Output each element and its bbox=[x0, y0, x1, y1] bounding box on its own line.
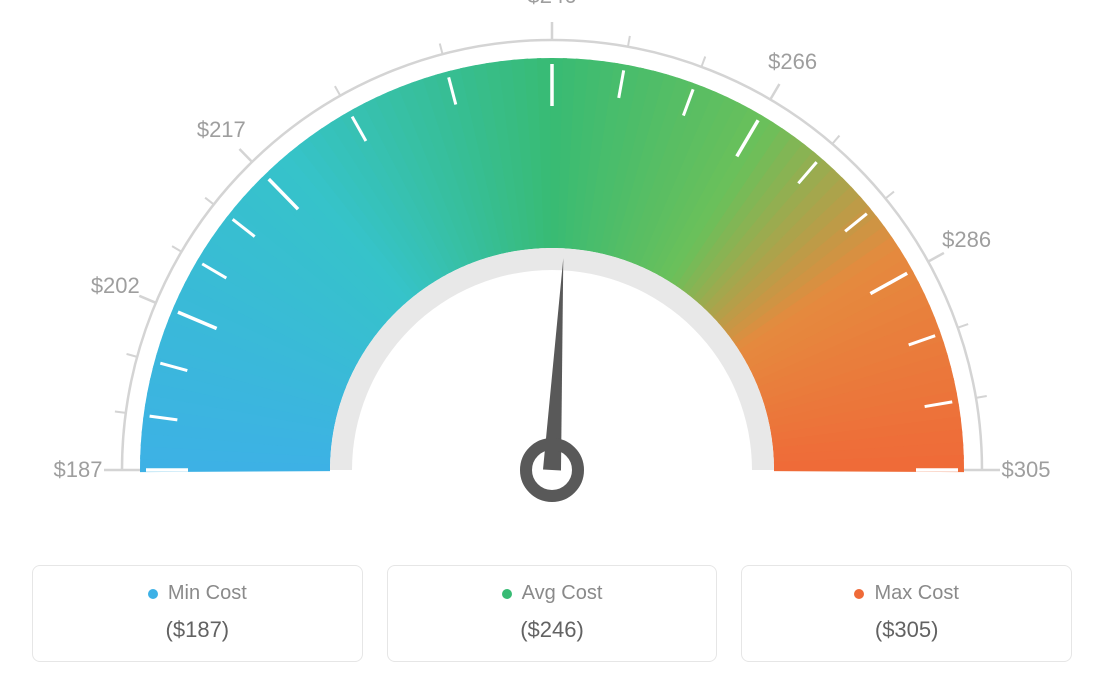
card-title-row: Min Cost bbox=[53, 582, 342, 605]
legend-dot-icon bbox=[502, 589, 512, 599]
max-cost-card: Max Cost ($305) bbox=[741, 565, 1072, 662]
gauge-area: $187 $202 $217 $246 $266 $286 $305 bbox=[0, 0, 1104, 560]
gauge-chart-container: $187 $202 $217 $246 $266 $286 $305 Min Cost ($1… bbox=[0, 0, 1104, 690]
gauge-tick-label: $286 bbox=[942, 227, 991, 253]
card-title: Min Cost bbox=[168, 582, 247, 605]
min-cost-card: Min Cost ($187) bbox=[32, 565, 363, 662]
card-title: Max Cost bbox=[874, 582, 958, 605]
card-value: ($305) bbox=[762, 617, 1051, 643]
gauge-tick-label: $202 bbox=[91, 273, 140, 299]
card-value: ($246) bbox=[408, 617, 697, 643]
card-title-row: Max Cost bbox=[762, 582, 1051, 605]
legend-dot-icon bbox=[854, 589, 864, 599]
legend-dot-icon bbox=[148, 589, 158, 599]
card-value: ($187) bbox=[53, 617, 342, 643]
gauge-tick-label: $187 bbox=[54, 457, 103, 483]
card-title-row: Avg Cost bbox=[408, 582, 697, 605]
gauge-tick-label: $266 bbox=[768, 49, 817, 75]
legend-row: Min Cost ($187) Avg Cost ($246) Max Cost ($30… bbox=[0, 565, 1104, 662]
avg-cost-card: Avg Cost ($246) bbox=[387, 565, 718, 662]
gauge-tick-label: $305 bbox=[1002, 457, 1051, 483]
gauge-svg bbox=[0, 0, 1104, 560]
gauge-tick-label: $217 bbox=[197, 117, 246, 143]
card-title: Avg Cost bbox=[522, 582, 603, 605]
gauge-tick-label: $246 bbox=[528, 0, 577, 9]
